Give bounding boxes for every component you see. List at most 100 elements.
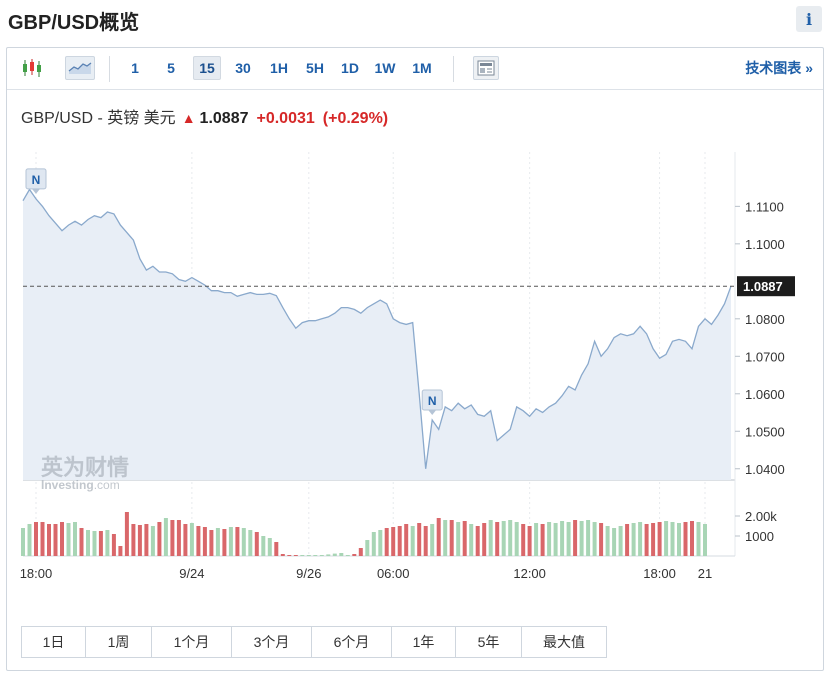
volume-bar bbox=[384, 528, 389, 556]
range-1m[interactable]: 1个月 bbox=[152, 627, 232, 657]
volume-bar bbox=[495, 522, 500, 556]
volume-bar bbox=[540, 524, 545, 556]
y-axis: 1.1100 1.1000 1.0800 1.0700 1.0600 1.0500 1.04… bbox=[735, 199, 785, 544]
news-marker-pointer bbox=[428, 410, 437, 416]
volume-bar bbox=[163, 518, 168, 556]
volume-bar bbox=[469, 524, 474, 556]
volume-bar bbox=[456, 522, 461, 556]
y-tick-label: 1.0600 bbox=[745, 387, 785, 402]
volume-bar bbox=[267, 538, 272, 556]
volume-bar bbox=[605, 526, 610, 556]
x-tick-label: 12:00 bbox=[513, 566, 546, 581]
last-price-line: 1.0887 bbox=[23, 276, 795, 297]
volume-bar bbox=[131, 524, 136, 556]
volume-bar bbox=[215, 528, 220, 556]
volume-bar bbox=[98, 531, 103, 556]
volume-bar bbox=[319, 555, 324, 556]
interval-5[interactable]: 5 bbox=[167, 60, 175, 76]
volume-bar bbox=[423, 526, 428, 556]
volume-bar bbox=[573, 520, 578, 556]
y-tick-label: 1.1100 bbox=[745, 199, 784, 214]
volume-bar bbox=[40, 522, 45, 556]
price-change-percent: (+0.29%) bbox=[322, 110, 389, 127]
volume-bar bbox=[631, 523, 636, 556]
volume-bar bbox=[404, 524, 409, 556]
range-3m[interactable]: 3个月 bbox=[232, 627, 312, 657]
volume-bar bbox=[417, 523, 422, 556]
volume-bar bbox=[21, 528, 25, 556]
volume-bar bbox=[599, 523, 604, 556]
volume-bar bbox=[189, 523, 194, 556]
volume-bar bbox=[118, 546, 123, 556]
x-tick-label: 9/24 bbox=[179, 566, 204, 581]
chart-toolbar: 1 5 15 30 1H 5H 1D 1W 1M 技术图表 » bbox=[7, 48, 823, 90]
volume-bar bbox=[436, 518, 441, 556]
volume-bar bbox=[410, 526, 415, 556]
volume-bar bbox=[670, 522, 675, 556]
volume-bar bbox=[618, 526, 623, 556]
news-marker: N bbox=[421, 389, 443, 416]
volume-bar bbox=[475, 526, 480, 556]
news-marker-label: N bbox=[32, 173, 41, 187]
volume-tick-label: 1000 bbox=[745, 529, 774, 544]
volume-bar bbox=[430, 524, 435, 556]
volume-bar bbox=[144, 524, 149, 556]
volume-bar bbox=[449, 520, 454, 556]
interval-1h[interactable]: 1H bbox=[270, 60, 288, 76]
volume-tick-label: 2.00k bbox=[745, 509, 777, 524]
info-button[interactable]: i bbox=[796, 6, 822, 32]
news-marker-label: N bbox=[428, 394, 437, 408]
volume-bar bbox=[47, 524, 51, 556]
volume-bar bbox=[73, 522, 77, 556]
volume-bar bbox=[443, 520, 448, 556]
volume-bar bbox=[696, 522, 701, 556]
interval-1[interactable]: 1 bbox=[131, 60, 139, 76]
volume-bar bbox=[209, 530, 214, 556]
candlestick-icon[interactable] bbox=[19, 56, 45, 80]
volume-bar bbox=[677, 523, 681, 556]
volume-bar bbox=[625, 524, 630, 556]
volume-bar bbox=[462, 521, 467, 556]
interval-1w[interactable]: 1W bbox=[374, 60, 396, 76]
interval-1m[interactable]: 1M bbox=[412, 60, 432, 76]
price-line bbox=[22, 188, 732, 469]
volume-bar bbox=[248, 530, 253, 556]
volume-bar bbox=[254, 532, 259, 556]
price-chart[interactable]: 1.1100 1.1000 1.0800 1.0700 1.0600 1.0500 1.04… bbox=[7, 48, 823, 608]
volume-bar bbox=[508, 520, 513, 556]
volume-bar bbox=[326, 554, 331, 556]
volume-bar bbox=[280, 554, 285, 556]
volume-bar bbox=[651, 523, 656, 556]
last-price-tag bbox=[737, 276, 795, 297]
area-chart-icon[interactable] bbox=[65, 56, 95, 80]
volume-bar bbox=[566, 522, 571, 556]
volume-bar bbox=[202, 527, 207, 556]
range-6m[interactable]: 6个月 bbox=[312, 627, 392, 657]
news-icon[interactable] bbox=[473, 56, 499, 80]
interval-1d[interactable]: 1D bbox=[341, 60, 359, 76]
interval-15[interactable]: 15 bbox=[193, 56, 221, 80]
volume-bar bbox=[547, 522, 552, 556]
range-max[interactable]: 最大值 bbox=[543, 634, 585, 650]
volume-bar bbox=[92, 531, 97, 556]
volume-bar bbox=[586, 520, 591, 556]
volume-bar bbox=[560, 521, 565, 556]
range-5y[interactable]: 5年 bbox=[456, 627, 522, 657]
volume-bar bbox=[391, 527, 396, 556]
range-1y[interactable]: 1年 bbox=[392, 627, 456, 657]
y-tick-label: 1.0500 bbox=[745, 424, 785, 439]
interval-5h[interactable]: 5H bbox=[306, 60, 324, 76]
toolbar-divider bbox=[453, 56, 454, 82]
watermark-cn: 英为财情 bbox=[41, 455, 129, 480]
interval-30[interactable]: 30 bbox=[235, 60, 251, 76]
volume-bar bbox=[261, 536, 266, 556]
technical-chart-link[interactable]: 技术图表 » bbox=[745, 60, 813, 76]
last-price-tag-label: 1.0887 bbox=[743, 279, 783, 294]
volume-bar bbox=[105, 530, 110, 556]
volume-bar bbox=[514, 522, 519, 556]
volume-bar bbox=[66, 523, 71, 556]
page-title: GBP/USD概览 bbox=[8, 12, 140, 34]
volume-bar bbox=[183, 524, 188, 556]
range-1w[interactable]: 1周 bbox=[86, 627, 152, 657]
range-1d[interactable]: 1日 bbox=[22, 627, 86, 657]
